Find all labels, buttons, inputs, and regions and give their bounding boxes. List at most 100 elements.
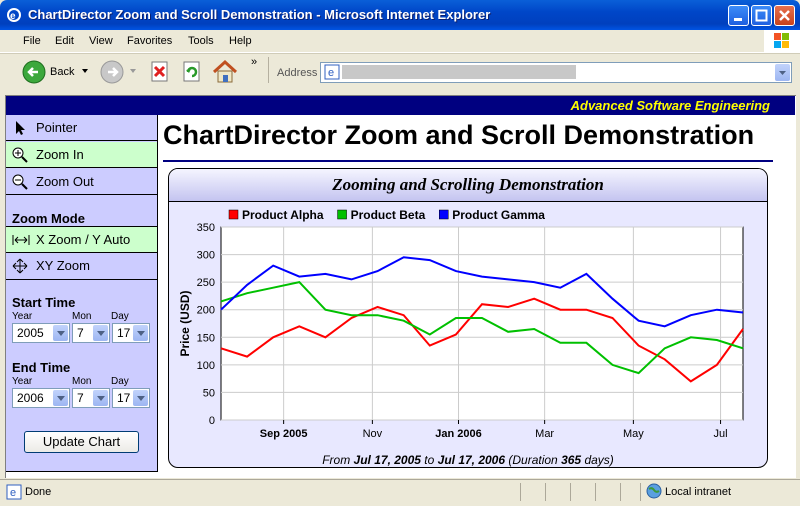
chevron-down-icon — [53, 390, 68, 406]
forward-arrow-icon[interactable] — [100, 60, 124, 84]
control-panel — [6, 115, 158, 472]
zoom-in-icon — [12, 147, 28, 163]
start-mon-select[interactable]: 7 — [72, 323, 110, 343]
footer-start-date: Jul 17, 2005 — [353, 453, 421, 467]
zoom-mode-heading: Zoom Mode — [12, 211, 85, 226]
end-mon-label: Mon — [72, 376, 92, 387]
x-tick-label: May — [623, 428, 644, 440]
start-day-label: Day — [111, 311, 129, 322]
chevron-down-icon — [53, 325, 68, 341]
address-url-redacted — [342, 65, 576, 79]
close-button[interactable] — [774, 5, 795, 26]
legend-swatch-2 — [337, 209, 347, 220]
address-label: Address — [277, 67, 318, 79]
status-divider — [595, 483, 596, 501]
y-tick-label: 200 — [197, 305, 215, 317]
y-tick-label: 250 — [197, 277, 215, 289]
footer-from: From — [322, 453, 351, 467]
pointer-label: Pointer — [36, 120, 78, 135]
start-day-value: 17 — [117, 326, 131, 340]
minimize-button[interactable] — [728, 5, 749, 26]
start-mon-label: Mon — [72, 311, 92, 322]
menu-help[interactable]: Help — [229, 35, 252, 47]
page-icon: e — [324, 64, 340, 80]
start-year-select[interactable]: 2005 — [12, 323, 70, 343]
chevron-down-icon — [133, 390, 148, 406]
refresh-icon[interactable] — [182, 61, 202, 83]
menu-file[interactable]: File — [23, 35, 41, 47]
x-tick-label: Jan 2006 — [435, 428, 481, 440]
pointer-button[interactable]: Pointer — [6, 115, 157, 141]
toolbar-overflow-chevron[interactable]: » — [251, 56, 258, 68]
title-divider — [163, 160, 773, 162]
end-day-select[interactable]: 17 — [112, 388, 150, 408]
stop-icon[interactable] — [150, 61, 170, 83]
status-bar — [0, 479, 800, 506]
title-bar[interactable] — [0, 0, 800, 30]
xy-zoom-icon — [12, 258, 28, 274]
back-arrow-icon[interactable] — [22, 60, 46, 84]
windows-logo-icon — [764, 30, 800, 52]
series-line-2 — [220, 281, 744, 375]
status-text: Done — [25, 486, 52, 498]
menu-favorites[interactable]: Favorites — [127, 35, 173, 47]
y-tick-label: 350 — [197, 222, 215, 234]
series-line-1 — [220, 297, 744, 383]
menu-view[interactable]: View — [89, 35, 113, 47]
window-title: ChartDirector Zoom and Scroll Demonstrat… — [28, 7, 491, 22]
start-day-select[interactable]: 17 — [112, 323, 150, 343]
chevron-down-icon — [93, 390, 108, 406]
y-tick-label: 50 — [203, 387, 215, 399]
status-divider — [620, 483, 621, 501]
end-year-select[interactable]: 2006 — [12, 388, 70, 408]
x-zoom-label: X Zoom / Y Auto — [36, 232, 131, 247]
end-year-label: Year — [12, 376, 33, 387]
zoom-out-button[interactable]: Zoom Out — [6, 169, 157, 195]
back-dropdown-icon[interactable] — [82, 66, 90, 78]
zoom-in-button[interactable]: Zoom In — [6, 142, 157, 168]
footer-to: to — [424, 453, 435, 467]
end-mon-select[interactable]: 7 — [72, 388, 110, 408]
home-icon[interactable] — [212, 59, 238, 85]
line-chart[interactable]: 0 50 100 150 200 250 300 350 Sep 2005 Nov Jan 2006… — [169, 202, 767, 450]
legend-swatch-1 — [228, 209, 239, 220]
status-divider — [570, 483, 571, 501]
address-dropdown-icon[interactable] — [775, 64, 790, 81]
chevron-down-icon — [133, 325, 148, 341]
svg-text:e: e — [328, 67, 334, 79]
y-tick-label: 300 — [197, 250, 215, 262]
end-day-value: 17 — [117, 391, 131, 405]
y-tick-label: 100 — [197, 360, 215, 372]
zoom-in-label: Zoom In — [36, 147, 84, 162]
forward-dropdown-icon[interactable] — [130, 66, 138, 78]
page-title: ChartDirector Zoom and Scroll Demonstrat… — [163, 120, 755, 150]
x-zoom-button[interactable]: X Zoom / Y Auto — [6, 226, 157, 253]
plot-area — [220, 226, 744, 421]
y-tick-label: 150 — [197, 332, 215, 344]
globe-icon — [646, 483, 662, 499]
series-line-3 — [220, 256, 744, 328]
svg-text:e: e — [10, 11, 16, 22]
xy-zoom-button[interactable]: XY Zoom — [6, 253, 157, 280]
company-name: Advanced Software Engineering — [570, 98, 770, 113]
status-divider — [640, 483, 641, 501]
update-chart-button[interactable]: Update Chart — [24, 431, 139, 453]
legend-label-1: Product Alpha — [242, 208, 324, 222]
menu-bar — [0, 30, 800, 53]
zoom-out-icon — [12, 174, 28, 190]
page-done-icon: e — [6, 484, 22, 500]
start-year-value: 2005 — [17, 326, 44, 340]
zoom-out-label: Zoom Out — [36, 174, 94, 189]
legend-swatch-3 — [439, 209, 449, 220]
y-axis-label: Price (USD) — [178, 290, 192, 356]
top-banner — [6, 96, 795, 115]
chart-header — [169, 169, 767, 202]
x-tick-label: Mar — [535, 428, 554, 440]
maximize-button[interactable] — [751, 5, 772, 26]
x-tick-label: Sep 2005 — [260, 428, 308, 440]
menu-tools[interactable]: Tools — [188, 35, 214, 47]
back-button[interactable]: Back — [50, 66, 75, 78]
menu-edit[interactable]: Edit — [55, 35, 74, 47]
start-year-label: Year — [12, 311, 33, 322]
x-tick-label: Nov — [363, 428, 383, 440]
